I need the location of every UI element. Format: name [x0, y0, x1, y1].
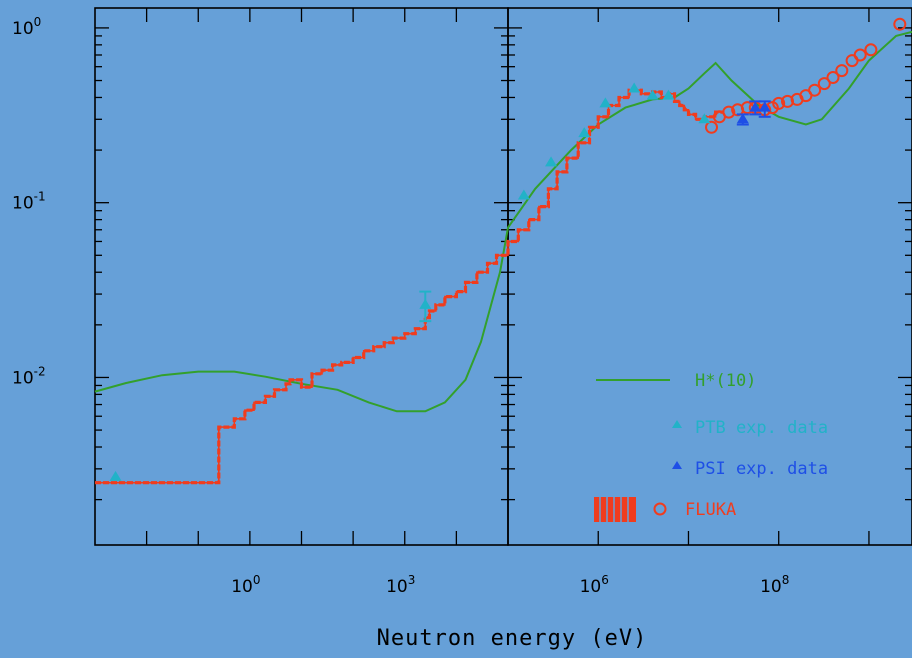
legend-ptb-marker — [672, 420, 682, 428]
series-ptb-point — [517, 189, 530, 200]
legend-psi-marker — [672, 461, 682, 469]
x-tick-label: 100 — [231, 573, 260, 597]
legend-h10-label: H*(10) — [695, 371, 756, 391]
legend-fluka-label: FLUKA — [685, 500, 736, 520]
series-psi-point — [749, 101, 762, 112]
plot-frame-left — [94, 7, 509, 546]
series-fluka-circle — [817, 77, 831, 91]
series-fluka-circle — [835, 64, 849, 78]
x-tick-label: 103 — [386, 573, 415, 597]
series-ptb-group — [109, 82, 711, 481]
y-tick-label: 10-1 — [12, 190, 46, 214]
series-fluka-circle — [893, 17, 907, 31]
series-psi-point — [758, 101, 771, 112]
series-ptb-point — [698, 113, 711, 124]
legend-psi-label: PSI exp. data — [695, 459, 828, 479]
series-fluka-group — [95, 17, 907, 485]
y-tick-label: 10-2 — [12, 364, 46, 388]
plot-frame-right — [507, 7, 912, 546]
series-h10-group — [94, 30, 912, 413]
series-h10-line — [94, 30, 912, 413]
series-ptb-point — [628, 82, 641, 93]
legend: H*(10) PTB exp. data PSI exp. data FLUKA — [594, 371, 828, 522]
x-axis-label: Neutron energy (eV) — [377, 626, 648, 651]
series-ptb-point — [646, 89, 659, 100]
series-ptb-point — [662, 89, 675, 100]
series-ptb-point — [109, 470, 122, 481]
y-tick-label: 100 — [12, 15, 41, 39]
legend-fluka-band-swatch — [594, 497, 636, 522]
series-fluka-circle — [772, 96, 786, 110]
series-fluka-band — [95, 88, 725, 485]
tick-labels: 100 10-1 10-2 100 103 106 108 — [12, 15, 789, 597]
series-ptb-point — [599, 97, 612, 108]
x-tick-label: 108 — [760, 573, 789, 597]
series-psi-group — [736, 100, 771, 126]
legend-fluka-band-hatch — [599, 497, 629, 522]
series-fluka-circle — [864, 43, 878, 57]
legend-fluka-circle — [653, 502, 667, 516]
series-fluka-circle — [826, 71, 840, 84]
series-fluka-circle — [722, 105, 736, 119]
axis-ticks — [95, 8, 912, 545]
series-fluka-circle — [705, 120, 718, 134]
series-ptb-point — [545, 156, 558, 167]
series-ptb-point — [578, 127, 591, 138]
series-fluka-circle — [853, 48, 867, 62]
series-ptb-point — [419, 298, 432, 309]
series-fluka-circle — [808, 83, 822, 97]
series-psi-point — [736, 113, 749, 124]
x-tick-label: 106 — [580, 573, 609, 597]
series-fluka-step — [95, 89, 725, 484]
legend-ptb-label: PTB exp. data — [695, 418, 828, 438]
